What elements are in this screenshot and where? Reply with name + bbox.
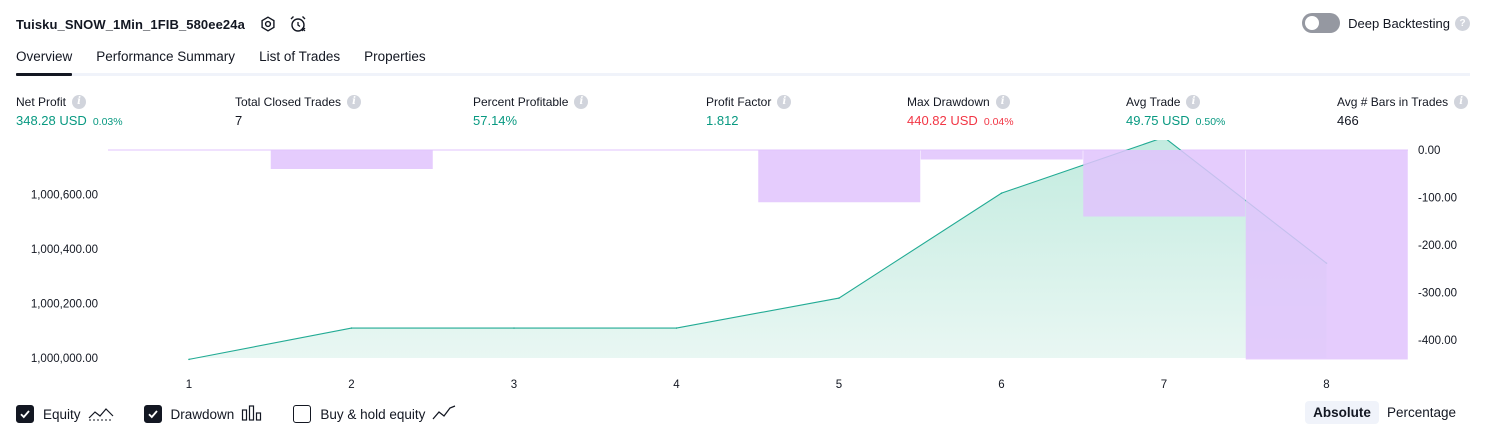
alarm-clock-icon[interactable]	[287, 13, 309, 35]
metric-value: 348.28 USD	[16, 113, 87, 128]
tab-properties[interactable]: Properties	[364, 49, 426, 64]
chart-legend: Equity Drawdown Buy & hold equity	[16, 403, 486, 425]
equity-line	[188, 140, 1327, 360]
value-mode-switch: Absolute Percentage	[1305, 401, 1464, 424]
left-tick-label: 1,000,200.00	[31, 299, 98, 311]
metric-label: Avg # Bars in Trades	[1337, 94, 1449, 109]
drawdown-bar-8	[1245, 150, 1408, 360]
equity-point-6	[1000, 192, 1003, 194]
drawdown-bars-icon	[241, 404, 263, 425]
axis-labels: 1 2 3 4 5 6 7 8 1,000,000.00 1,000,200.00 1,000,40…	[31, 145, 1457, 391]
right-tick-label: -400.00	[1418, 335, 1457, 347]
x-tick-label: 3	[511, 379, 517, 391]
legend-equity[interactable]: Equity	[16, 404, 114, 425]
metric-profit-factor: Profit Factor i 1.812	[706, 94, 792, 129]
toggle-knob	[1305, 16, 1320, 30]
info-icon[interactable]: i	[777, 94, 792, 109]
metric-percent: 0.04%	[983, 116, 1014, 128]
x-tick-label: 2	[348, 379, 354, 391]
deep-backtesting-control: Deep Backtesting ?	[1302, 13, 1470, 33]
metric-value: 49.75 USD	[1126, 113, 1190, 128]
strategy-title: Tuisku_SNOW_1Min_1FIB_580ee24a	[16, 16, 245, 32]
x-tick-label: 5	[836, 379, 842, 391]
x-tick-label: 6	[998, 379, 1004, 391]
right-tick-label: -200.00	[1418, 240, 1457, 252]
info-icon[interactable]: i	[72, 94, 87, 109]
drawdown-bar-2	[270, 150, 433, 169]
info-icon[interactable]: i	[1454, 94, 1469, 109]
metric-total-closed-trades: Total Closed Trades i 7	[235, 94, 362, 129]
tab-list-of-trades[interactable]: List of Trades	[259, 49, 341, 64]
equity-line-icon	[88, 404, 114, 425]
legend-drawdown[interactable]: Drawdown	[143, 404, 264, 425]
equity-point-1	[188, 358, 190, 361]
metric-value: 440.82 USD	[907, 113, 978, 128]
metric-avg-trade: Avg Trade i 49.75 USD 0.50%	[1126, 94, 1225, 129]
metric-value: 7	[235, 113, 243, 128]
metric-value: 1.812	[706, 113, 739, 128]
metric-label: Avg Trade	[1126, 94, 1181, 109]
legend-label: Buy & hold equity	[320, 406, 426, 422]
metric-avg-bars: Avg # Bars in Trades i 466	[1337, 94, 1469, 129]
equity-point-4	[675, 327, 678, 329]
equity-point-2	[350, 327, 353, 329]
info-icon[interactable]: i	[995, 94, 1010, 109]
right-tick-label: -100.00	[1418, 193, 1457, 205]
x-tick-label: 8	[1323, 379, 1329, 391]
metric-value: 466	[1337, 113, 1359, 128]
buy-hold-checkbox[interactable]	[293, 405, 312, 423]
metric-value: 57.14%	[473, 113, 518, 128]
x-tick-label: 7	[1161, 379, 1167, 391]
equity-area	[189, 140, 1327, 360]
metric-percent-profitable: Percent Profitable i 57.14%	[473, 94, 589, 129]
equity-layer	[188, 140, 1328, 361]
strategy-header: Tuisku_SNOW_1Min_1FIB_580ee24a	[16, 12, 309, 36]
x-tick-label: 1	[186, 379, 192, 391]
metric-label: Max Drawdown	[907, 94, 990, 109]
metric-max-drawdown: Max Drawdown i 440.82 USD 0.04%	[907, 94, 1014, 129]
tab-performance-summary[interactable]: Performance Summary	[96, 49, 236, 64]
equity-drawdown-chart[interactable]: 1 2 3 4 5 6 7 8 1,000,000.00 1,000,200.00 1,000,40…	[0, 140, 1486, 400]
legend-buy-hold[interactable]: Buy & hold equity	[293, 404, 456, 425]
metric-percent: 0.50%	[1195, 116, 1226, 128]
drawdown-bar-7	[1083, 150, 1246, 217]
drawdown-checkbox[interactable]	[143, 405, 162, 423]
metric-label: Total Closed Trades	[235, 94, 342, 109]
left-tick-label: 1,000,400.00	[31, 244, 98, 256]
equity-checkbox[interactable]	[16, 405, 34, 423]
metric-percent: 0.03%	[92, 116, 123, 128]
right-tick-label: -300.00	[1418, 288, 1457, 300]
deep-backtesting-label: Deep Backtesting	[1348, 15, 1450, 31]
left-tick-label: 1,000,600.00	[31, 190, 98, 202]
info-icon[interactable]: i	[574, 94, 589, 109]
tab-overview[interactable]: Overview	[16, 46, 73, 76]
buy-hold-line-icon	[432, 404, 456, 425]
left-tick-label: 1,000,000.00	[31, 353, 98, 365]
legend-label: Drawdown	[170, 406, 235, 422]
equity-point-5	[838, 297, 840, 299]
metric-net-profit: Net Profit i 348.28 USD 0.03%	[16, 94, 123, 129]
metric-label: Profit Factor	[706, 94, 772, 109]
info-icon[interactable]: i	[347, 94, 362, 109]
drawdown-layer	[270, 150, 1408, 360]
drawdown-bar-6	[920, 150, 1083, 160]
settings-gear-icon[interactable]	[257, 13, 279, 35]
legend-label: Equity	[43, 406, 81, 422]
x-tick-label: 4	[673, 379, 680, 391]
question-help-icon[interactable]: ?	[1455, 15, 1470, 31]
right-tick-label: 0.00	[1418, 145, 1440, 157]
percentage-button[interactable]: Percentage	[1386, 405, 1456, 420]
metric-label: Percent Profitable	[473, 94, 569, 109]
report-tabs: Overview Performance Summary List of Tra…	[16, 46, 1470, 76]
deep-backtesting-toggle[interactable]	[1302, 13, 1341, 33]
equity-point-3	[513, 327, 515, 329]
metric-label: Net Profit	[16, 94, 67, 109]
info-icon[interactable]: i	[1186, 94, 1201, 109]
drawdown-bar-5	[758, 150, 921, 203]
absolute-button[interactable]: Absolute	[1305, 401, 1379, 424]
